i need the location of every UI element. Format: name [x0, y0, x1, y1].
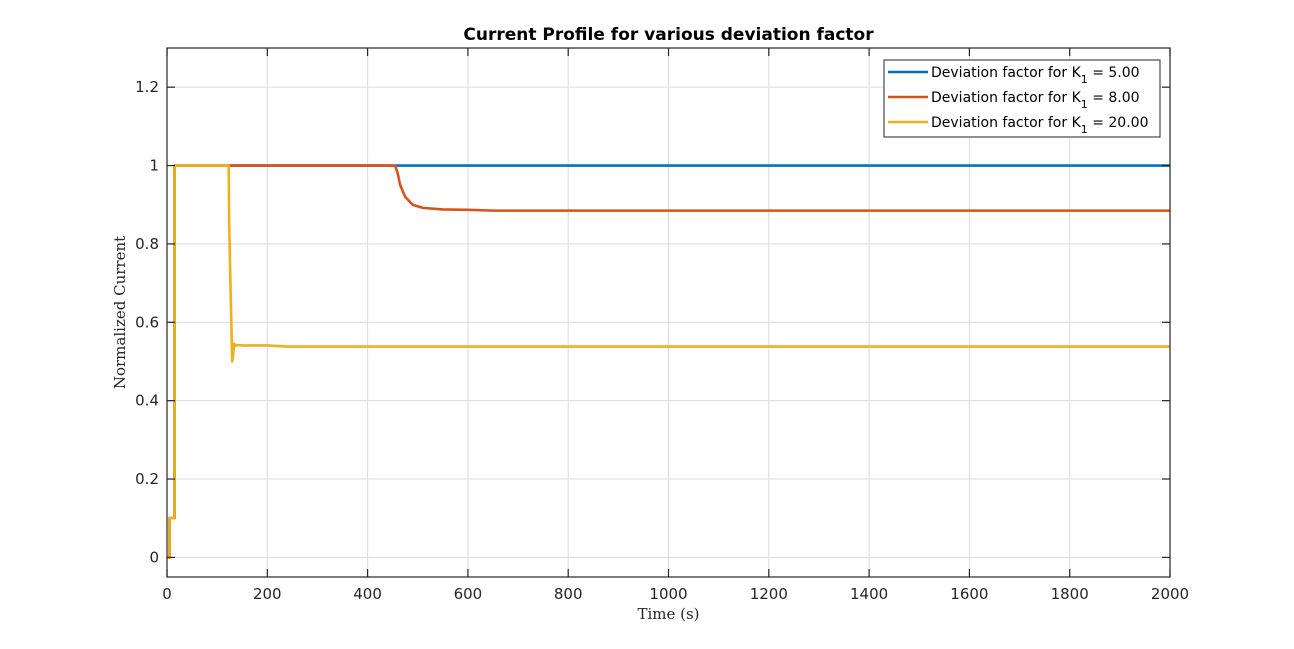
x-tick-label: 1800	[1051, 585, 1089, 603]
x-tick-label: 800	[554, 585, 583, 603]
y-tick-label: 0.4	[135, 392, 159, 410]
legend-box	[883, 59, 1161, 138]
tick-labels: 0 200 400 600 800 1000 1200 1400 1600 1800 2000 0 0.…	[135, 78, 1189, 603]
legend-entry-main: Deviation factor for K	[931, 65, 1082, 81]
x-tick-label: 1000	[649, 585, 687, 603]
y-tick-label: 1	[149, 157, 159, 175]
legend-entry-subscript: 1	[1081, 98, 1088, 111]
y-tick-label: 0.6	[135, 313, 159, 331]
y-tick-label: 0.8	[135, 235, 159, 253]
chart-title: Current Profile for various deviation fa…	[463, 25, 874, 45]
x-axis-label: Time (s)	[637, 605, 699, 623]
legend-entry-main: Deviation factor for K	[931, 115, 1082, 131]
x-tick-label: 1600	[950, 585, 988, 603]
legend-entry: Deviation factor for K1 = 8.00	[931, 90, 1140, 111]
ticks	[166, 48, 1171, 577]
x-tick-label: 1200	[750, 585, 788, 603]
y-tick-label: 0.2	[135, 470, 159, 488]
legend-entry-subscript: 1	[1081, 73, 1088, 86]
legend-entry: Deviation factor for K1 = 20.00	[931, 115, 1148, 136]
y-tick-label: 0	[149, 548, 159, 566]
x-tick-label: 2000	[1151, 585, 1189, 603]
y-axis-label: Normalized Current	[111, 236, 129, 389]
x-tick-label: 400	[353, 585, 382, 603]
legend-entry: Deviation factor for K1 = 5.00	[931, 65, 1140, 86]
legend-entry-main: Deviation factor for K	[931, 90, 1082, 106]
legend-entry-tail: = 5.00	[1088, 65, 1140, 81]
x-tick-label: 200	[253, 585, 282, 603]
legend: Deviation factor for K1 = 5.00Deviation …	[883, 59, 1161, 138]
y-tick-label: 1.2	[135, 78, 159, 96]
x-tick-label: 0	[162, 585, 172, 603]
legend-entry-tail: = 8.00	[1088, 90, 1140, 106]
series-line-3	[167, 164, 1170, 559]
x-tick-label: 600	[454, 585, 483, 603]
x-tick-label: 1400	[850, 585, 888, 603]
legend-entry-tail: = 20.00	[1088, 115, 1149, 131]
legend-entry-subscript: 1	[1081, 123, 1088, 136]
